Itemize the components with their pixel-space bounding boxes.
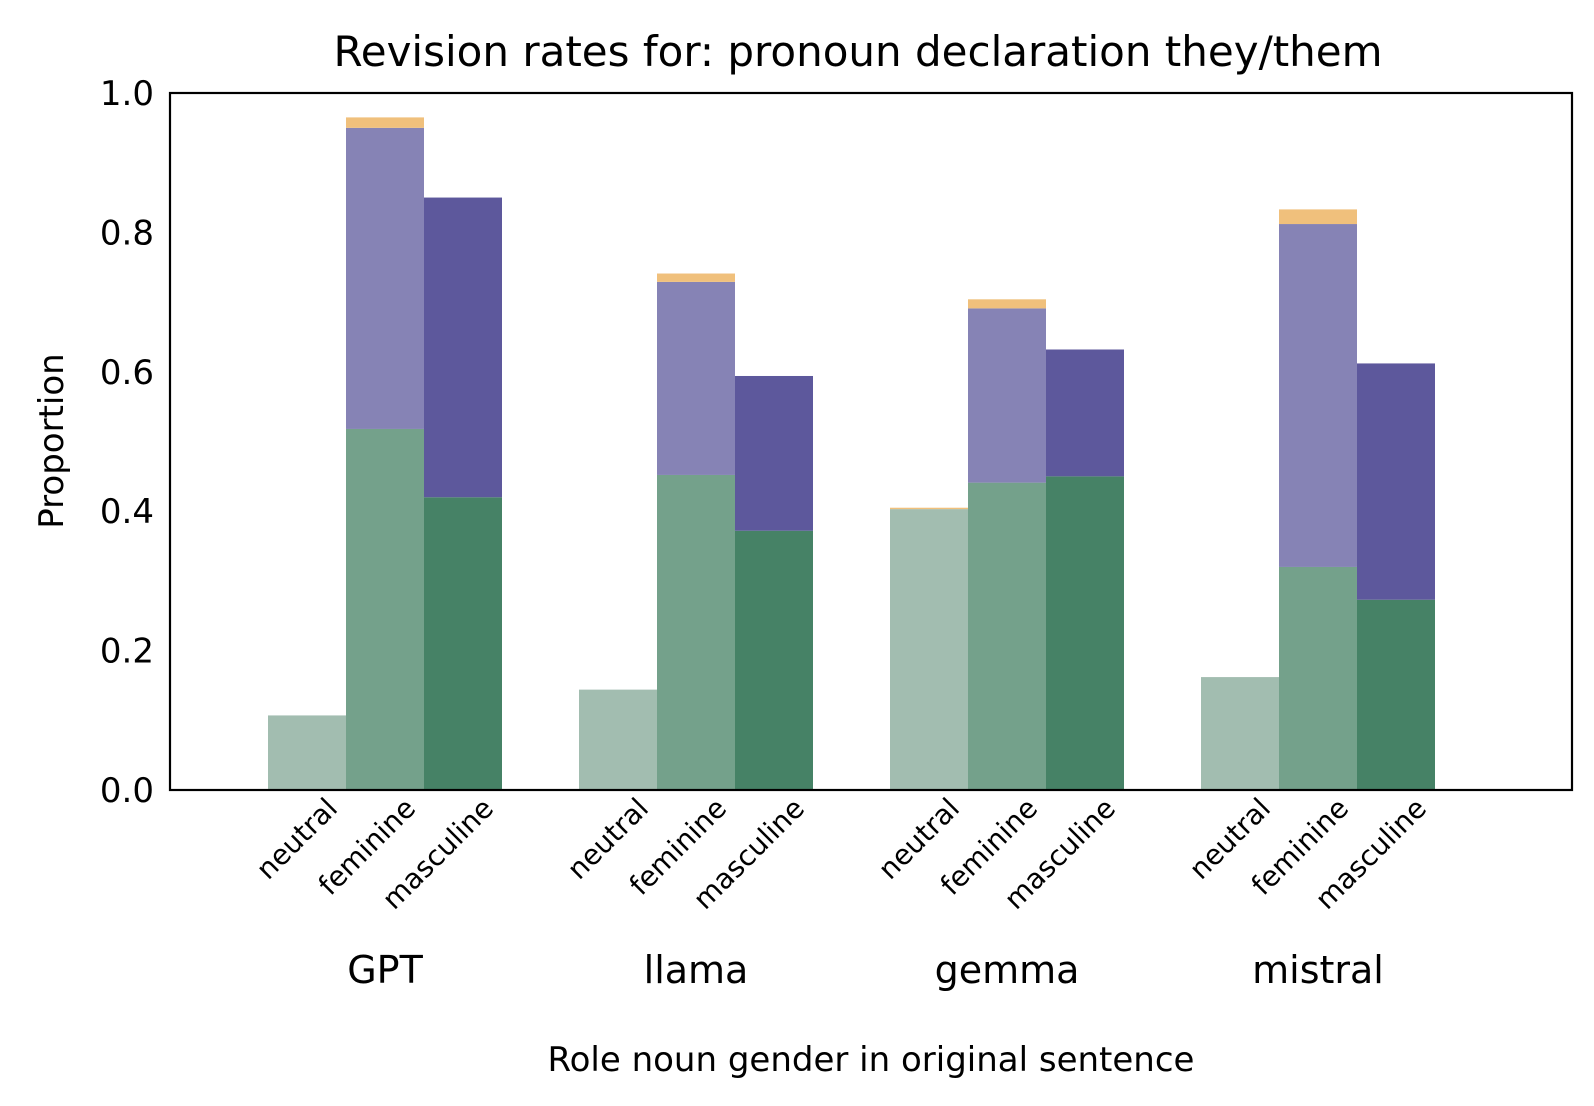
group-label-mistral: mistral [1252, 948, 1384, 992]
bar-gemma-feminine-purple [968, 308, 1046, 483]
y-tick-label: 0.8 [100, 213, 154, 253]
y-tick-label: 1.0 [100, 74, 154, 114]
bar-mistral-masculine-green [1357, 599, 1435, 790]
y-tick-label: 0.6 [100, 353, 154, 393]
chart-title: Revision rates for: pronoun declaration … [333, 27, 1382, 76]
y-tick-label: 0.2 [100, 632, 154, 672]
bar-llama-feminine-purple [657, 281, 735, 475]
bar-gpt-feminine-purple [346, 127, 424, 429]
bar-llama-feminine-green [657, 474, 735, 790]
bar-mistral-neutral-green [1201, 677, 1279, 790]
bar-mistral-masculine-purple [1357, 363, 1435, 600]
bar-mistral-feminine-orange [1279, 209, 1357, 225]
bar-gemma-neutral-orange [890, 507, 968, 510]
bar-llama-masculine-green [735, 530, 813, 790]
bar-gpt-neutral-green [268, 715, 346, 790]
bar-gemma-neutral-green [890, 509, 968, 790]
y-axis-label: Proportion [32, 353, 72, 528]
bar-mistral-feminine-green [1279, 566, 1357, 790]
bar-gemma-feminine-orange [968, 299, 1046, 309]
bar-gemma-feminine-green [968, 482, 1046, 790]
bar-llama-masculine-purple [735, 375, 813, 531]
bar-gpt-masculine-purple [424, 197, 502, 498]
bar-gpt-feminine-green [346, 428, 424, 790]
group-label-llama: llama [644, 948, 749, 992]
y-tick-label: 0.4 [100, 492, 154, 532]
group-label-gemma: gemma [935, 948, 1080, 992]
x-tick-labels: neutralfemininemasculineGPTneutralfemini… [250, 792, 1433, 992]
bars-layer [268, 117, 1435, 790]
group-label-gpt: GPT [347, 948, 423, 992]
bar-gemma-masculine-purple [1046, 349, 1124, 477]
bar-gemma-masculine-green [1046, 476, 1124, 790]
bar-gpt-feminine-orange [346, 117, 424, 128]
x-axis-label: Role noun gender in original sentence [548, 1040, 1195, 1080]
bar-mistral-feminine-purple [1279, 224, 1357, 567]
plot-frame [168, 91, 1574, 792]
y-tick-labels: 0.0 0.2 0.4 0.6 0.8 1.0 [100, 74, 154, 811]
bar-llama-feminine-orange [657, 273, 735, 282]
bar-gpt-masculine-green [424, 497, 502, 790]
bar-llama-neutral-green [579, 689, 657, 790]
y-tick-label: 0.0 [100, 771, 154, 811]
